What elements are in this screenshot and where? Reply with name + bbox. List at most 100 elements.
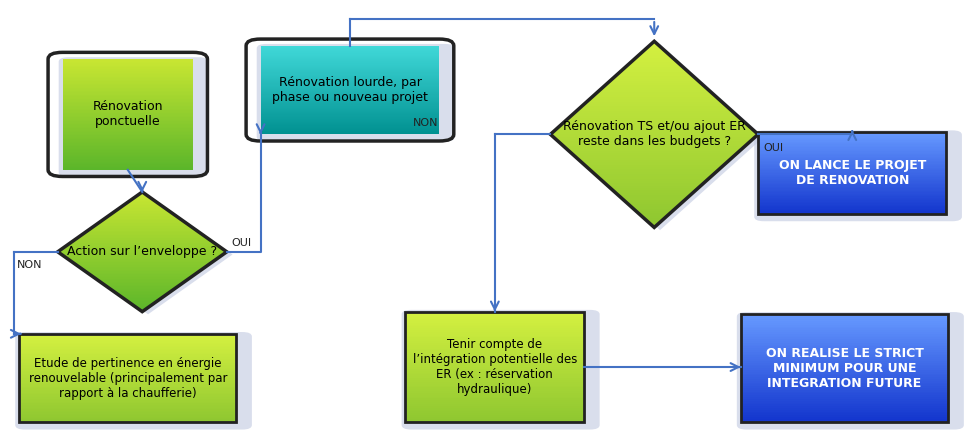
Bar (583, 162, 726, 165)
Bar (405, 336, 584, 338)
Bar (62, 70, 193, 71)
Bar (596, 174, 712, 176)
Bar (19, 403, 236, 405)
Bar (62, 84, 193, 85)
Bar (758, 205, 947, 206)
Bar (645, 48, 663, 50)
Bar (405, 385, 584, 388)
Bar (640, 53, 669, 55)
Bar (62, 73, 193, 74)
Bar (741, 383, 949, 384)
Bar (622, 69, 686, 71)
Bar (19, 405, 236, 406)
Bar (741, 405, 949, 406)
Bar (114, 291, 171, 292)
Bar (405, 326, 584, 328)
Bar (110, 215, 175, 216)
Bar (62, 65, 193, 66)
Bar (405, 396, 584, 398)
FancyBboxPatch shape (58, 57, 208, 177)
Bar (62, 130, 193, 131)
Bar (568, 118, 742, 120)
Bar (616, 193, 692, 195)
Bar (758, 136, 947, 138)
Bar (121, 295, 164, 297)
Bar (591, 169, 718, 172)
Bar (741, 339, 949, 341)
Bar (405, 359, 584, 362)
Bar (92, 227, 191, 228)
Bar (65, 246, 220, 248)
Bar (758, 211, 947, 213)
Bar (758, 174, 947, 176)
Bar (118, 294, 166, 295)
Bar (128, 201, 156, 202)
Bar (758, 139, 947, 140)
Bar (62, 67, 193, 69)
Bar (19, 334, 236, 422)
Bar (741, 393, 949, 395)
Bar (405, 312, 584, 314)
Bar (62, 92, 193, 94)
Bar (405, 384, 584, 385)
Bar (62, 152, 193, 153)
Bar (19, 351, 236, 353)
Text: Rénovation TS et/ou ajout ER
reste dans les budgets ?: Rénovation TS et/ou ajout ER reste dans … (563, 120, 746, 149)
Bar (591, 97, 718, 99)
Bar (72, 241, 213, 243)
Bar (758, 203, 947, 205)
Bar (632, 206, 677, 209)
Bar (90, 228, 194, 229)
Bar (405, 389, 584, 391)
Bar (260, 68, 439, 69)
Bar (565, 120, 744, 123)
Bar (580, 107, 728, 109)
Bar (62, 96, 193, 98)
Bar (61, 249, 224, 250)
Bar (62, 169, 193, 170)
Bar (99, 222, 186, 223)
Bar (61, 253, 224, 255)
Bar (19, 394, 236, 396)
Bar (19, 344, 236, 346)
Bar (758, 142, 947, 143)
Bar (614, 76, 694, 78)
Bar (557, 128, 751, 130)
Bar (19, 393, 236, 394)
Bar (758, 186, 947, 187)
Bar (601, 88, 708, 90)
Bar (741, 325, 949, 326)
Bar (758, 154, 947, 155)
Bar (624, 67, 684, 69)
Bar (405, 371, 584, 372)
Bar (62, 77, 193, 78)
Bar (741, 352, 949, 354)
Bar (741, 388, 949, 390)
Bar (741, 316, 949, 318)
Bar (405, 323, 584, 325)
Bar (19, 418, 236, 420)
Bar (260, 95, 439, 97)
Bar (19, 337, 236, 338)
Bar (647, 46, 661, 48)
Text: Rénovation lourde, par
phase ou nouveau projet: Rénovation lourde, par phase ou nouveau … (272, 76, 428, 104)
Bar (741, 372, 949, 374)
Bar (139, 309, 146, 310)
Bar (741, 412, 949, 413)
Bar (619, 195, 689, 197)
Text: ON LANCE LE PROJET
DE RENOVATION: ON LANCE LE PROJET DE RENOVATION (779, 159, 926, 187)
Bar (19, 408, 236, 409)
Bar (74, 240, 211, 241)
Bar (19, 413, 236, 415)
Bar (62, 63, 193, 65)
Bar (19, 356, 236, 357)
Bar (62, 71, 193, 73)
Bar (80, 235, 204, 237)
Bar (74, 262, 211, 264)
Bar (260, 45, 439, 47)
Bar (62, 161, 193, 163)
Bar (405, 321, 584, 323)
Bar (92, 276, 191, 277)
Bar (260, 99, 439, 100)
Bar (62, 109, 193, 110)
